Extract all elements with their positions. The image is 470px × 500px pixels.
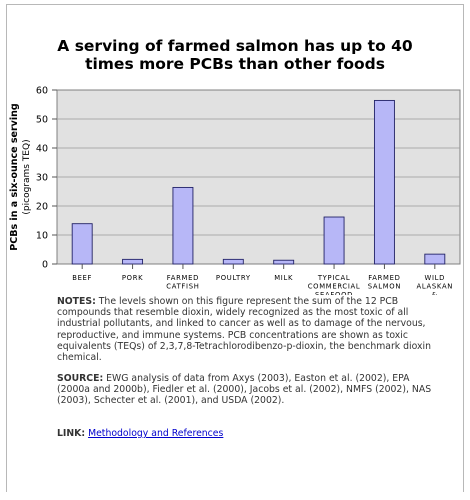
y-tick-label: 10 — [36, 231, 48, 242]
bar — [122, 258, 144, 265]
x-tick-label: CATFISH — [166, 283, 199, 291]
x-tick-label: FARMED — [167, 274, 199, 282]
x-tick-label: MILK — [274, 274, 293, 282]
x-tick-label: WILD — [425, 274, 446, 282]
x-tick-label: TYPICAL — [317, 274, 351, 282]
notes-label: NOTES: — [57, 296, 96, 307]
page-frame — [6, 4, 464, 492]
x-tick-label: SEAFOOD — [315, 291, 353, 295]
notes-text: The levels shown on this figure represen… — [57, 296, 431, 364]
x-tick-label: SALMON — [368, 283, 401, 291]
x-tick-label: COMMERCIAL — [308, 283, 361, 291]
x-tick-label: ALASKAN — [417, 283, 454, 291]
source-text: EWG analysis of data from Axys (2003), E… — [57, 373, 432, 407]
x-tick-label: & — [432, 291, 438, 295]
y-axis-label-line-2: (picograms TEQ) — [22, 139, 32, 214]
bar — [373, 99, 395, 265]
source-paragraph: SOURCE: EWG analysis of data from Axys (… — [57, 373, 437, 407]
bar — [222, 258, 244, 265]
y-tick-label: 60 — [36, 86, 48, 97]
x-tick-label: FARMED — [368, 274, 400, 282]
link-label: LINK: — [57, 428, 86, 439]
bar-chart: PCBs in a six-ounce serving (picograms TE… — [9, 86, 461, 295]
bar — [323, 216, 345, 265]
y-axis-label: PCBs in a six-ounce serving (picograms TE… — [9, 103, 32, 250]
bar — [71, 223, 93, 265]
notes-paragraph: NOTES: The levels shown on this figure r… — [57, 296, 437, 363]
y-tick-label: 20 — [36, 202, 48, 213]
y-tick-label: 50 — [36, 115, 48, 126]
source-label: SOURCE: — [57, 373, 104, 384]
y-axis-label-line-1: PCBs in a six-ounce serving — [9, 103, 20, 250]
bar — [172, 186, 194, 265]
chart-title-line-1: A serving of farmed salmon has up to 40 — [57, 37, 413, 55]
methodology-link[interactable]: Methodology and References — [88, 428, 224, 439]
y-tick-label: 0 — [42, 260, 48, 271]
bar — [273, 259, 295, 265]
y-tick-label: 40 — [36, 144, 48, 155]
y-tick-label: 30 — [36, 173, 48, 184]
x-tick-label: POULTRY — [216, 274, 251, 282]
chart-title: A serving of farmed salmon has up to 40 … — [10, 37, 460, 73]
bar — [424, 253, 446, 265]
chart-title-line-2: times more PCBs than other foods — [85, 55, 385, 73]
link-paragraph: LINK: Methodology and References — [57, 428, 437, 439]
x-tick-label: PORK — [122, 274, 143, 282]
x-tick-label: BEEF — [72, 274, 92, 282]
